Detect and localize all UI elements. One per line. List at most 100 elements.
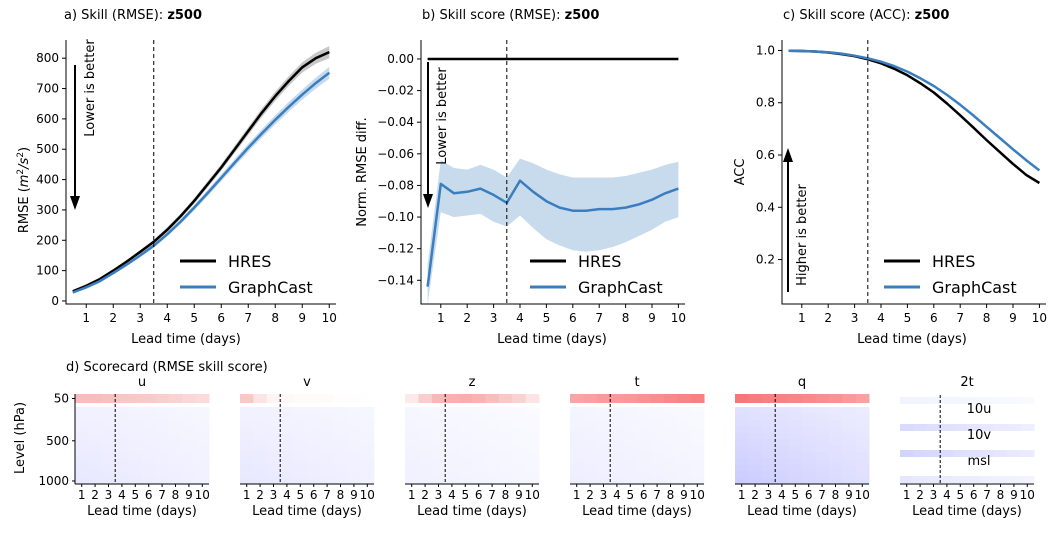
scorecard-u-cell: [115, 458, 130, 466]
panel-c-acc-chart: c) Skill score (ACC): z500 ACC Lead time…: [733, 8, 1047, 347]
scorecard-u-cell: [195, 458, 210, 466]
panel-b-lines: [426, 57, 679, 287]
scorecard-t-cell: [663, 419, 678, 427]
scorecard-t-cell: [623, 426, 638, 434]
scorecard-u-cell: [142, 464, 156, 472]
scorecard-t-cell: [583, 451, 598, 459]
scorecard-q-cell-top: [775, 394, 790, 403]
scorecard-q-cell: [802, 432, 816, 440]
scorecard-surface-10u-cell: [980, 424, 995, 431]
scorecard-v-cell: [307, 445, 321, 453]
scorecard-xtick-label: 5: [791, 488, 799, 502]
scorecard-z-cell: [472, 458, 486, 466]
scorecard-z-cell: [405, 426, 419, 434]
scorecard-q-cell: [855, 471, 870, 479]
panel-a-ytick-label: 800: [36, 51, 59, 65]
scorecard-q-cell: [828, 407, 843, 414]
scorecard-z-cell: [485, 432, 500, 440]
scorecard-u-cell: [142, 477, 156, 485]
scorecard-t-cell: [663, 477, 678, 485]
scorecard-z-cell: [405, 419, 419, 427]
scorecard-v-cell: [293, 426, 308, 434]
scorecard-q-cell-top: [788, 394, 803, 403]
scorecard-v-cell: [347, 464, 362, 472]
scorecard-q-cell: [761, 445, 776, 453]
scorecard-surface-10v-cell: [900, 450, 914, 457]
scorecard-z-cell: [431, 419, 446, 427]
scorecard-t-cell: [637, 464, 651, 472]
scorecard-q-cell: [761, 439, 776, 446]
scorecard-z-cell: [512, 426, 527, 434]
scorecard-z-cell: [405, 413, 419, 421]
scorecard-xlabel: Lead time (days): [87, 504, 197, 519]
scorecard-u-cell: [168, 419, 183, 427]
scorecard-t-cell: [690, 451, 705, 459]
scorecard-z-cell: [498, 445, 513, 453]
scorecard-z-cell: [525, 477, 540, 485]
scorecard-z-cell-top: [458, 394, 473, 403]
panel-a-xtick-label: 3: [136, 311, 144, 325]
scorecard-q-cell: [855, 458, 870, 466]
scorecard-u-cell: [88, 413, 103, 421]
scorecard-q-cell: [828, 477, 843, 485]
scorecard-z-cell-top: [418, 394, 433, 403]
scorecard-q-cell: [842, 464, 857, 472]
scorecard-z-cell: [418, 413, 433, 421]
scorecard-t-cell-top: [583, 394, 598, 403]
panel-c-xtick-label: 4: [877, 311, 885, 325]
scorecard-q-cell: [842, 477, 857, 485]
scorecard-v-cell: [307, 419, 321, 427]
panel-a-ytick-label: 300: [36, 203, 59, 217]
scorecard-z-cell: [445, 451, 460, 459]
panel-a-ytick-label: 200: [36, 233, 59, 247]
scorecard-u-cell: [88, 419, 103, 427]
scorecard-t-cell: [583, 413, 598, 421]
scorecard-z-cell: [472, 477, 486, 485]
scorecard-z-cell: [512, 477, 527, 485]
scorecard-v-cell: [280, 451, 295, 459]
panel-b-ytick-label: 0.00: [387, 52, 414, 66]
scorecard-v-cell: [280, 419, 295, 427]
panel-a-xlabel: Lead time (days): [131, 332, 241, 347]
scorecard-v-cell: [307, 426, 321, 434]
scorecard-v-cell: [347, 445, 362, 453]
scorecard-u-cell-top: [142, 394, 156, 403]
scorecard-u-cell: [195, 413, 210, 421]
scorecard-u-cell: [155, 413, 170, 421]
scorecard-xtick-label: 8: [832, 488, 840, 502]
scorecard-q-cell: [788, 407, 803, 414]
scorecard-u-cell: [128, 458, 143, 466]
scorecard-xtick-label: 6: [805, 488, 813, 502]
scorecard-v-cell: [333, 432, 348, 440]
scorecard-z-cell: [445, 413, 460, 421]
panel-a-ytick-label: 0: [51, 294, 59, 308]
scorecard-v-cell: [253, 407, 268, 414]
scorecard-z-cell: [512, 464, 527, 472]
scorecard-xtick-label: 1: [903, 488, 911, 502]
scorecard-q-cell: [855, 407, 870, 414]
scorecard-u-cell: [142, 426, 156, 434]
scorecard-z-cell-top: [445, 394, 460, 403]
scorecard-v-cell: [360, 458, 375, 466]
scorecard-t-cell: [690, 439, 705, 446]
scorecard-u-cell: [75, 464, 89, 472]
scorecard-q-cell: [828, 464, 843, 472]
scorecard-u-cell: [155, 432, 170, 440]
scorecard-v-cell-top: [360, 394, 375, 403]
scorecard-q-cell-top: [735, 394, 749, 403]
scorecard-q-cell: [802, 445, 816, 453]
scorecard-u-cell: [128, 471, 143, 479]
panel-a-legend: HRES GraphCast: [180, 252, 313, 297]
scorecard-z-cell: [525, 407, 540, 414]
panel-d-scorecard: d) Scorecard (RMSE skill score) Level (h…: [13, 360, 1035, 519]
scorecard-u-cell: [155, 445, 170, 453]
panel-b-title: b) Skill score (RMSE): z500: [422, 8, 599, 23]
scorecard-v-cell: [240, 413, 254, 421]
scorecard-t-cell: [690, 432, 705, 440]
scorecard-q-cell: [748, 419, 763, 427]
scorecard-v-cell: [253, 432, 268, 440]
scorecard-z-cell: [458, 464, 473, 472]
scorecard-u-cell-top: [75, 394, 89, 403]
scorecard-t-cell: [650, 426, 665, 434]
scorecard-t-cell: [623, 445, 638, 453]
